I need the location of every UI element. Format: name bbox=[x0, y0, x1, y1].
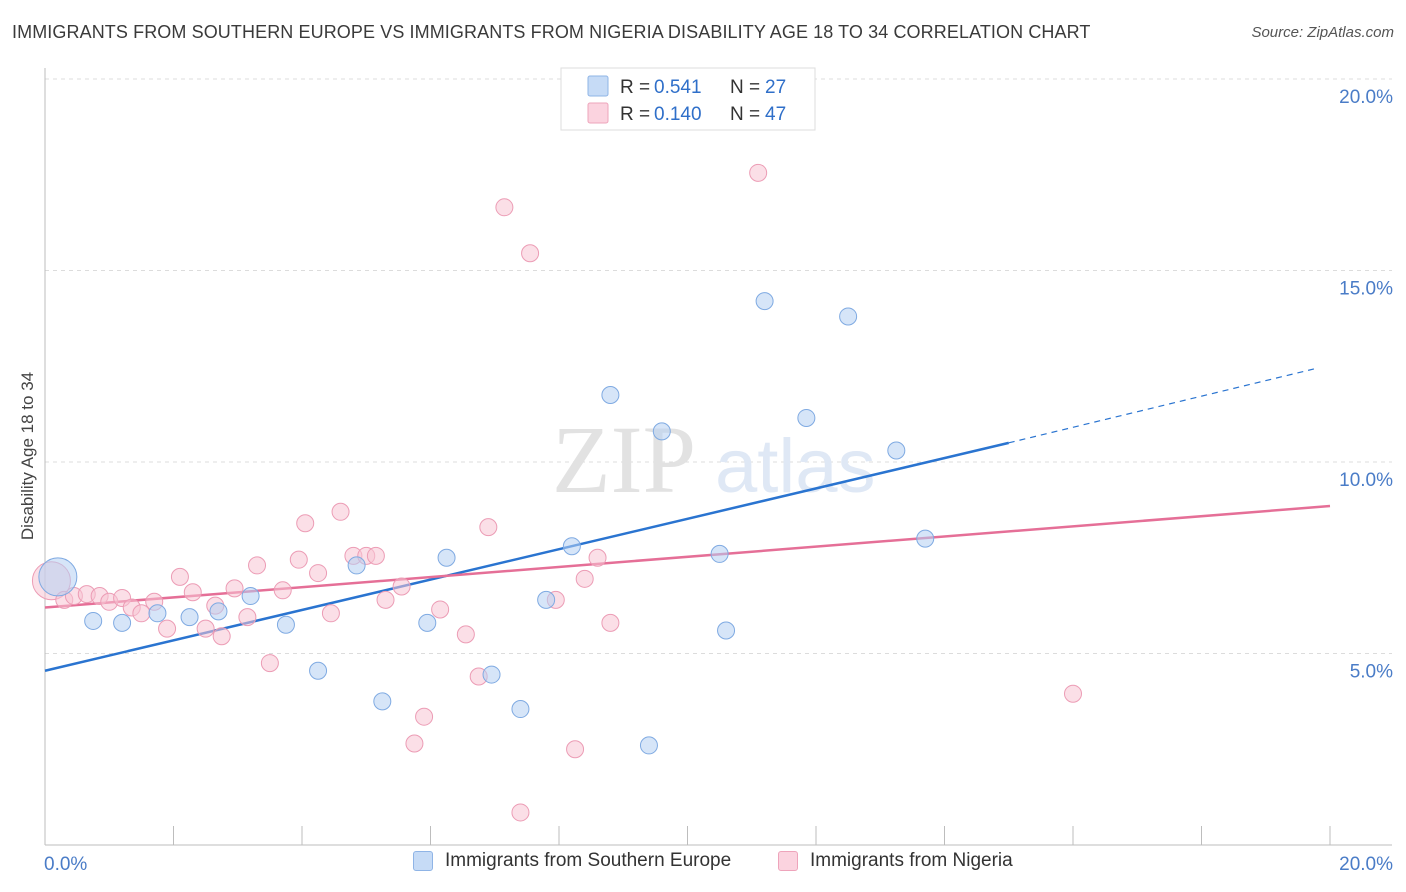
point-nigeria-32 bbox=[415, 707, 434, 726]
point-southern-europe-10 bbox=[373, 692, 392, 711]
point-southern-europe-26 bbox=[916, 529, 935, 548]
legend-item-southern-europe: Immigrants from Southern Europe bbox=[413, 850, 731, 872]
x-tick-label-0: 0.0% bbox=[44, 854, 87, 875]
watermark-atlas: atlas bbox=[715, 424, 876, 509]
legend-swatch-blue bbox=[587, 75, 609, 97]
point-southern-europe-12 bbox=[437, 548, 456, 567]
point-southern-europe-2 bbox=[113, 613, 132, 632]
point-southern-europe-4 bbox=[180, 608, 199, 627]
legend-swatch-nigeria bbox=[778, 851, 798, 871]
legend-n-value-2: 47 bbox=[765, 104, 786, 125]
watermark-zip: ZIP bbox=[552, 406, 696, 513]
point-southern-europe-24 bbox=[839, 307, 858, 326]
point-nigeria-39 bbox=[521, 244, 540, 263]
point-nigeria-18 bbox=[248, 556, 267, 575]
point-southern-europe-25 bbox=[887, 441, 906, 460]
point-nigeria-24 bbox=[321, 604, 340, 623]
point-nigeria-38 bbox=[511, 803, 530, 822]
trend-line-southern-europe-extension bbox=[1008, 367, 1318, 444]
point-nigeria-21 bbox=[289, 550, 308, 569]
point-southern-europe-22 bbox=[755, 292, 774, 311]
point-southern-europe-17 bbox=[601, 385, 620, 404]
legend-label-nigeria: Immigrants from Nigeria bbox=[810, 850, 1013, 871]
point-southern-europe-14 bbox=[511, 700, 530, 719]
data-points bbox=[31, 163, 1082, 822]
legend-n-label-1: N = bbox=[730, 77, 760, 98]
point-nigeria-45 bbox=[749, 163, 768, 182]
point-nigeria-43 bbox=[588, 548, 607, 567]
point-nigeria-19 bbox=[260, 654, 279, 673]
y-tick-labels: 5.0% 10.0% 15.0% 20.0% bbox=[1339, 87, 1393, 683]
point-nigeria-23 bbox=[309, 564, 328, 583]
point-southern-europe-19 bbox=[652, 422, 671, 441]
point-nigeria-20 bbox=[273, 581, 292, 600]
point-nigeria-34 bbox=[456, 625, 475, 644]
point-nigeria-17 bbox=[238, 608, 257, 627]
legend-r-label-1: R = bbox=[620, 77, 650, 98]
point-nigeria-46 bbox=[1064, 684, 1082, 703]
y-axis-label: Disability Age 18 to 34 bbox=[18, 372, 37, 540]
point-nigeria-44 bbox=[601, 613, 620, 632]
point-nigeria-16 bbox=[225, 579, 244, 598]
point-southern-europe-13 bbox=[482, 665, 501, 684]
point-nigeria-11 bbox=[170, 567, 189, 586]
point-nigeria-10 bbox=[158, 619, 177, 638]
y-tick-label-1: 10.0% bbox=[1339, 470, 1393, 491]
legend-swatch-pink bbox=[587, 102, 609, 124]
legend-r-value-2: 0.140 bbox=[654, 104, 702, 125]
series-legend: Immigrants from Southern Europe Immigran… bbox=[0, 850, 1406, 880]
point-southern-europe-20 bbox=[710, 544, 729, 563]
trend-line-southern-europe bbox=[44, 441, 1010, 672]
stats-legend: R = 0.541 N = 27 R = 0.140 N = 47 bbox=[560, 67, 816, 131]
legend-item-nigeria: Immigrants from Nigeria bbox=[778, 850, 1013, 872]
legend-swatch-southern-europe bbox=[413, 851, 433, 871]
x-tick-label-1: 20.0% bbox=[1339, 854, 1393, 875]
point-southern-europe-18 bbox=[639, 736, 658, 755]
point-southern-europe-23 bbox=[797, 408, 816, 427]
source-credit: Source: ZipAtlas.com bbox=[1251, 24, 1394, 41]
point-southern-europe-7 bbox=[276, 615, 295, 634]
point-southern-europe-1 bbox=[84, 611, 103, 630]
point-nigeria-41 bbox=[566, 740, 585, 759]
legend-r-value-1: 0.541 bbox=[654, 77, 702, 98]
legend-label-southern-europe: Immigrants from Southern Europe bbox=[445, 850, 732, 871]
point-southern-europe-11 bbox=[418, 613, 437, 632]
point-nigeria-12 bbox=[183, 583, 202, 602]
legend-r-label-2: R = bbox=[620, 104, 650, 125]
grid-lines bbox=[45, 78, 1392, 654]
point-nigeria-37 bbox=[495, 198, 514, 217]
x-tick-labels: 0.0% 20.0% bbox=[44, 854, 1393, 875]
point-nigeria-30 bbox=[392, 577, 411, 596]
y-tick-label-2: 15.0% bbox=[1339, 279, 1393, 300]
y-tick-label-0: 5.0% bbox=[1350, 662, 1393, 683]
chart-title: IMMIGRANTS FROM SOUTHERN EUROPE VS IMMIG… bbox=[12, 22, 1091, 42]
point-southern-europe-8 bbox=[309, 661, 328, 680]
point-southern-europe-3 bbox=[148, 604, 167, 623]
point-nigeria-31 bbox=[405, 734, 424, 753]
point-southern-europe-21 bbox=[717, 621, 736, 640]
point-nigeria-22 bbox=[296, 514, 315, 533]
point-southern-europe-16 bbox=[562, 537, 581, 556]
point-nigeria-36 bbox=[479, 518, 498, 537]
point-nigeria-25 bbox=[331, 502, 350, 521]
point-nigeria-29 bbox=[376, 590, 395, 609]
point-nigeria-15 bbox=[212, 627, 231, 646]
legend-n-label-2: N = bbox=[730, 104, 760, 125]
trend-line-nigeria bbox=[44, 504, 1331, 609]
point-southern-europe-6 bbox=[241, 587, 260, 606]
point-nigeria-42 bbox=[575, 569, 594, 588]
point-nigeria-33 bbox=[431, 600, 450, 619]
watermark: ZIP atlas bbox=[552, 406, 876, 513]
point-southern-europe-5 bbox=[209, 602, 228, 621]
legend-n-value-1: 27 bbox=[765, 77, 786, 98]
y-tick-label-3: 20.0% bbox=[1339, 87, 1393, 108]
point-southern-europe-9 bbox=[347, 556, 366, 575]
point-nigeria-28 bbox=[366, 546, 385, 565]
point-nigeria-13 bbox=[196, 619, 215, 638]
point-southern-europe-0 bbox=[38, 557, 78, 597]
point-southern-europe-15 bbox=[537, 590, 556, 609]
axes bbox=[44, 68, 1392, 846]
